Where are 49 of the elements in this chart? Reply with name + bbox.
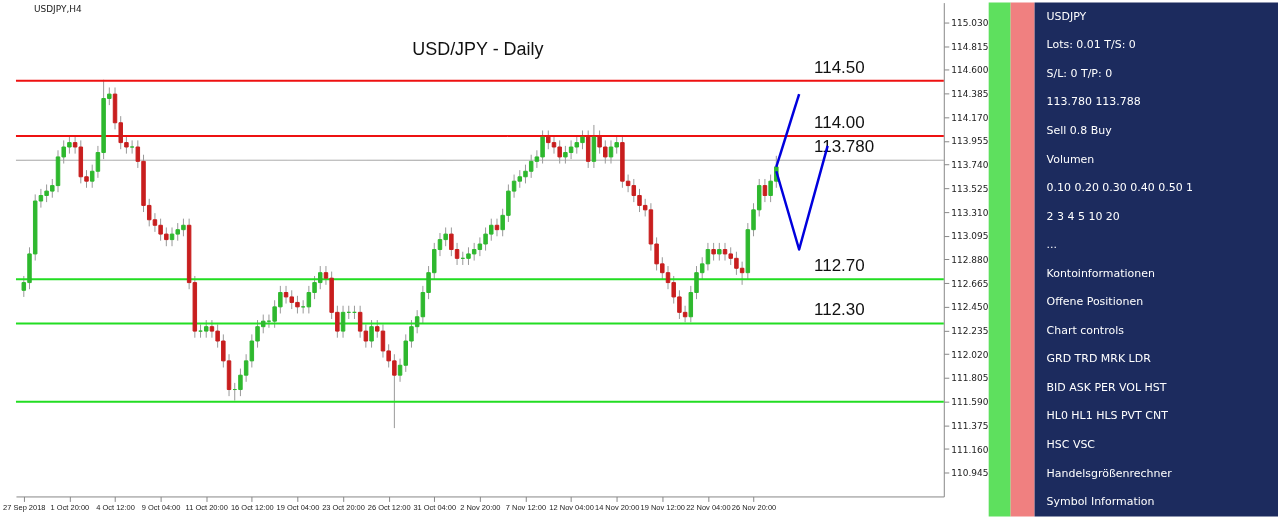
text: Lots: 0.01 T/S: 0 bbox=[1046, 38, 1136, 52]
candlestick bbox=[129, 139, 135, 155]
text: USD/JPY - Daily bbox=[412, 39, 544, 60]
y-tick-label: 111.375 bbox=[951, 420, 989, 431]
y-tick-label: 110.945 bbox=[951, 468, 989, 479]
y-tick-label: 114.815 bbox=[951, 41, 989, 52]
ref-line-label: 113.780 bbox=[814, 137, 875, 157]
annotation: USDJPY,H4 bbox=[33, 3, 83, 14]
text: 2 3 4 5 10 20 bbox=[1046, 209, 1120, 223]
text: Chart controls bbox=[1046, 323, 1125, 337]
text: HSC VSC bbox=[1046, 438, 1096, 452]
ref-line-label: 112.70 bbox=[814, 256, 865, 276]
y-tick-label: 114.385 bbox=[951, 89, 989, 100]
text: 113.780 113.788 bbox=[1046, 95, 1141, 109]
text: BID ASK PER VOL HST bbox=[1046, 380, 1167, 394]
y-tick-label: 112.880 bbox=[951, 254, 989, 265]
text: Sell 0.8 Buy bbox=[1046, 124, 1113, 138]
y-tick-label: 112.020 bbox=[951, 349, 989, 360]
ref-line-label: 114.50 bbox=[814, 57, 865, 77]
ref-line-label: 112.30 bbox=[814, 300, 865, 320]
y-tick-label: 113.955 bbox=[951, 136, 989, 147]
text: 0.10 0.20 0.30 0.40 0.50 1 bbox=[1046, 181, 1194, 195]
text: Handelsgrößenrechner bbox=[1046, 466, 1173, 480]
y-tick-label: 111.590 bbox=[951, 397, 989, 408]
y-tick-label: 112.665 bbox=[951, 278, 989, 289]
text: ... bbox=[1046, 238, 1058, 252]
y-tick-label: 114.600 bbox=[951, 65, 989, 76]
y-tick-label: 113.525 bbox=[951, 183, 989, 194]
y-tick-label: 114.170 bbox=[951, 112, 989, 123]
text: S/L: 0 T/P: 0 bbox=[1046, 66, 1113, 80]
text: Symbol Information bbox=[1046, 495, 1155, 509]
text: GRD TRD MRK LDR bbox=[1046, 352, 1152, 366]
text: Volumen bbox=[1046, 152, 1095, 166]
candlestick bbox=[762, 178, 768, 203]
y-tick-label: 111.160 bbox=[951, 444, 989, 455]
y-tick-label: 112.450 bbox=[951, 302, 989, 313]
y-tick-label: 112.235 bbox=[951, 326, 989, 337]
y-tick-label: 113.095 bbox=[951, 231, 989, 242]
y-tick-label: 115.030 bbox=[951, 17, 989, 28]
text: USDJPY bbox=[1046, 9, 1087, 23]
y-tick-label: 111.805 bbox=[951, 373, 989, 384]
ref-line-label: 114.00 bbox=[814, 113, 865, 132]
candlestick bbox=[340, 305, 346, 339]
text: Kontoinformationen bbox=[1046, 266, 1155, 280]
text: HL0 HL1 HLS PVT CNT bbox=[1046, 409, 1169, 423]
text: Offene Positionen bbox=[1046, 295, 1144, 309]
y-tick-label: 113.740 bbox=[951, 160, 989, 171]
candlestick bbox=[369, 319, 374, 349]
y-tick-label: 113.310 bbox=[951, 207, 989, 218]
